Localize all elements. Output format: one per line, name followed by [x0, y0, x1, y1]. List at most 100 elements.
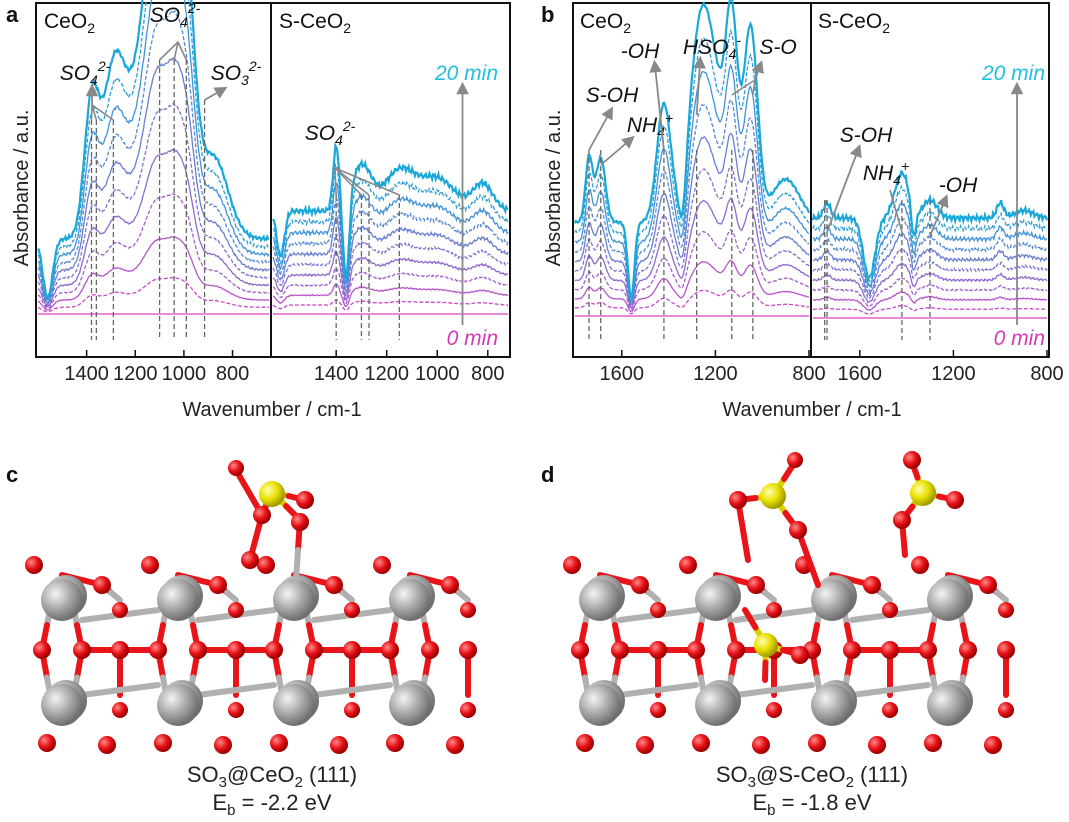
oxygen-atom: [563, 556, 581, 574]
bond: [887, 682, 931, 693]
spectrum-line: [272, 216, 509, 293]
oxygen-atom: [257, 556, 275, 574]
spectrum-line: [272, 250, 509, 302]
panel-a-sceo2-tick-label: 1400: [314, 363, 359, 385]
panel-b-ann-oh-s: -OH: [939, 174, 978, 197]
panel-d-caption-sub: 2: [846, 774, 854, 791]
panel-b-ceo2-title-sub: 2: [623, 20, 631, 36]
spectrum-line: [37, 102, 270, 307]
panel-a-ann-so4-s-sup: 2-: [342, 118, 356, 134]
panel-c-caption: SO3@CeO2 (111): [187, 762, 357, 791]
panel-b-sceo2-title-base: S-CeO: [818, 10, 882, 33]
oxygen-atom: [98, 736, 116, 754]
cerium-atom: [811, 579, 853, 621]
annotation-bracket: [889, 189, 903, 233]
spectrum-line: [37, 148, 270, 308]
oxygen-atom: [460, 602, 476, 618]
spectrum-line: [573, 0, 811, 299]
oxygen-atom: [241, 551, 259, 569]
bond: [849, 612, 893, 623]
oxygen-atom: [924, 734, 942, 752]
panel-a-ceo2-title-sub: 2: [87, 20, 95, 36]
oxygen-atom: [998, 702, 1014, 718]
oxygen-atom: [766, 702, 782, 718]
bond: [733, 687, 777, 698]
oxygen-atom: [863, 576, 881, 594]
panel-a-ann-so4-s-sub: 4: [335, 132, 343, 148]
oxygen-atom: [631, 576, 649, 594]
cerium-atom: [157, 684, 199, 726]
spectrum-line: [37, 235, 270, 311]
oxygen-atom: [421, 641, 439, 659]
panel-c-caption-part: (111): [303, 762, 357, 787]
panel-d-caption: SO3@S-CeO2 (111): [716, 762, 908, 791]
panel-a-ann-so4-left-base: SO: [60, 62, 90, 85]
panel-a-ann-so3: SO32-: [211, 58, 262, 88]
oxygen-atom: [997, 641, 1015, 659]
oxygen-atom: [296, 491, 314, 509]
bond: [617, 612, 661, 623]
panel-a-ann-so3-sub: 3: [241, 72, 249, 88]
annotation-arrow: [929, 194, 949, 237]
spectrum-line: [272, 198, 509, 289]
oxygen-atom: [911, 556, 929, 574]
oxygen-atom: [919, 641, 937, 659]
oxygen-atom: [228, 460, 244, 476]
panel-b-ceo2-title-base: CeO: [580, 10, 623, 33]
oxygen-atom: [727, 641, 745, 659]
annotation-arrow: [588, 106, 614, 151]
bond: [293, 547, 301, 583]
panel-b-ann-nh4-base: NH: [627, 114, 658, 137]
bond: [771, 682, 815, 693]
panel-a-ceo2-title-base: CeO: [44, 10, 87, 33]
sulfur-atom: [259, 481, 285, 507]
panel-c-energy-part: E: [212, 790, 227, 815]
bond: [742, 607, 759, 631]
oxygen-atom: [111, 641, 129, 659]
oxygen-atom: [228, 602, 244, 618]
panel-b-time-start: 0 min: [994, 327, 1045, 350]
bond: [878, 589, 893, 603]
oxygen-atom: [650, 602, 666, 618]
panel-b-sceo2-title-sub: 2: [882, 20, 890, 36]
oxygen-atom: [791, 646, 809, 664]
oxygen-atom: [265, 641, 283, 659]
spectrum-line: [272, 266, 508, 304]
panel-b-ann-hso4-sub: 4: [729, 46, 737, 62]
cerium-atom: [927, 684, 969, 726]
bond: [233, 682, 277, 693]
oxygen-atom: [459, 641, 477, 659]
panel-b-sceo2-tick-label: 800: [1030, 363, 1063, 385]
spectrum-line: [272, 299, 509, 311]
panel-b-ann-nh4: NH4+: [627, 110, 673, 140]
oxygen-atom: [112, 602, 128, 618]
bond: [117, 682, 161, 693]
panel-a-time-start: 0 min: [447, 327, 498, 350]
panel-b-ann-soh-base: S-OH: [586, 84, 639, 107]
oxygen-atom: [679, 556, 697, 574]
bond: [311, 612, 355, 623]
panel-a-ann-so4-top: SO42-: [150, 0, 201, 30]
cerium-atom: [579, 684, 621, 726]
spectrum-line: [574, 197, 810, 309]
panel-b-ann-oh: -OH: [621, 40, 660, 63]
panel-c-caption-part: SO: [187, 762, 219, 787]
bond: [224, 589, 239, 603]
oxygen-atom: [868, 736, 886, 754]
oxygen-atom: [227, 641, 245, 659]
oxygen-atom: [998, 602, 1014, 618]
oxygen-atom: [789, 521, 807, 539]
panel-b-sceo2-tick-label: 1600: [838, 363, 883, 385]
cerium-atom: [389, 579, 431, 621]
spectrum-line: [574, 28, 810, 299]
panel-a-ann-so4-top-sup: 2-: [187, 0, 201, 16]
panel-b-ann-nh4-s-sup: +: [901, 158, 909, 174]
panel-b-sceo2-tick-label: 1200: [931, 363, 976, 385]
panel-b-ann-soh-s: S-OH: [840, 124, 893, 147]
panel-c-letter: c: [6, 462, 18, 487]
panel-b-ann-hso4: HSO4-: [683, 32, 741, 62]
spectrum-line: [37, 0, 270, 299]
panel-a-ann-so4-s-base: SO: [305, 122, 335, 145]
